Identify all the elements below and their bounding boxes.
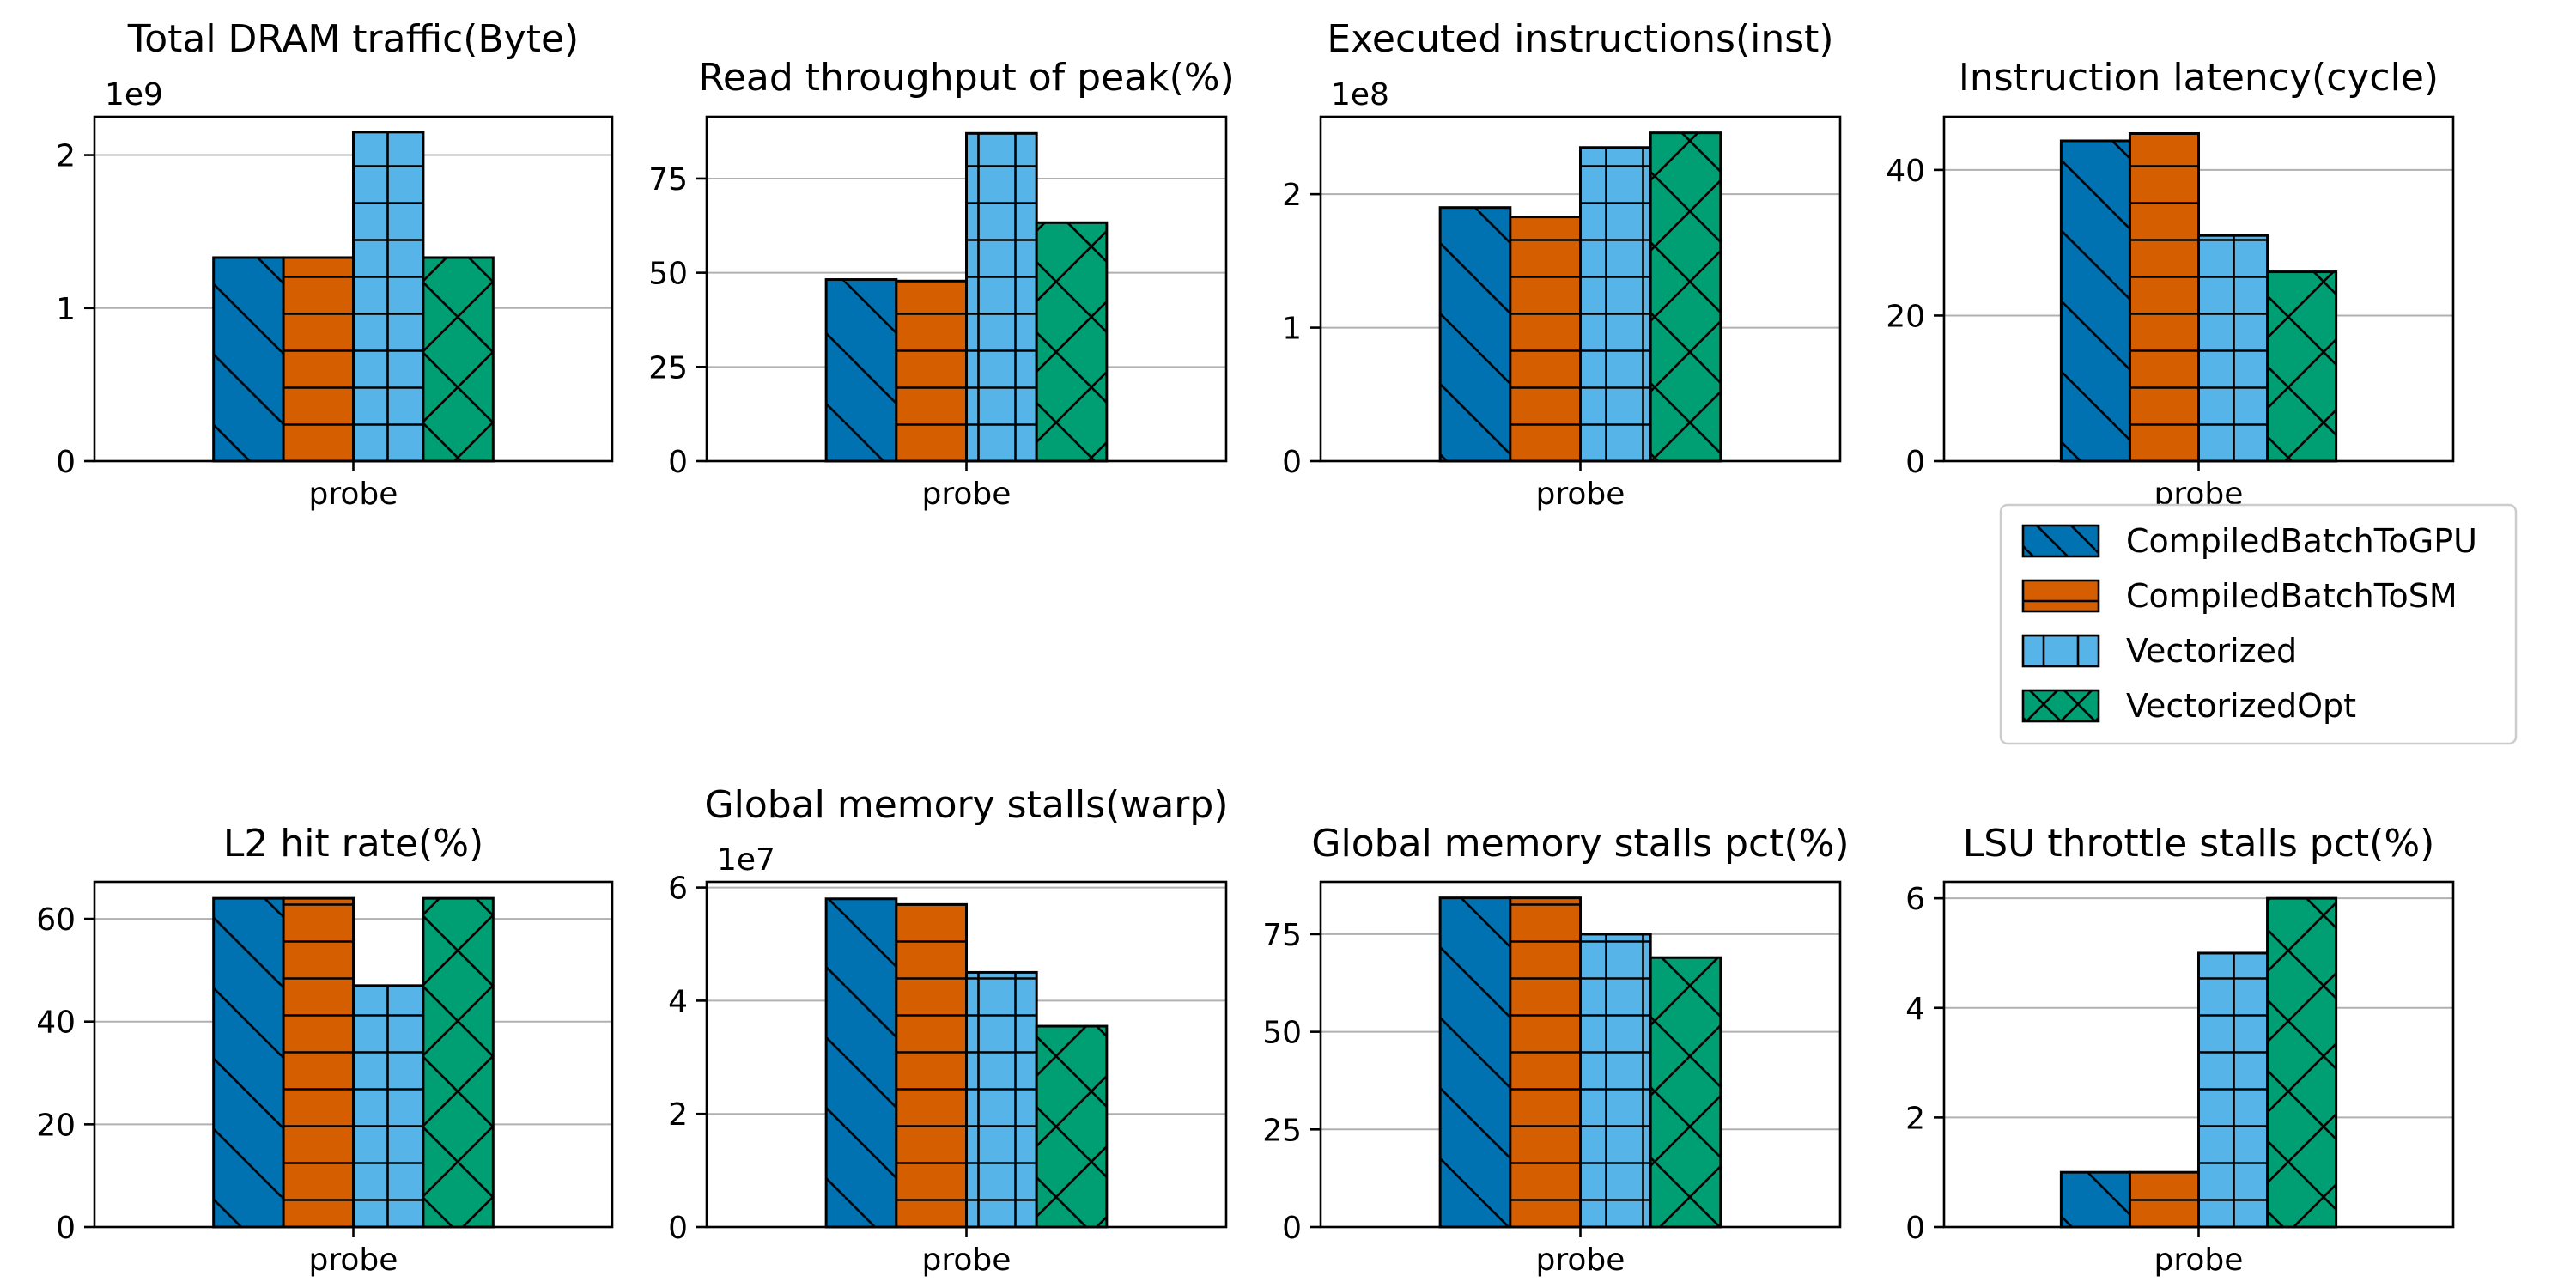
bar-vectorizedopt xyxy=(2266,270,2338,463)
bar-compiledbatchtogpu xyxy=(824,278,898,463)
legend-box xyxy=(1999,503,2518,745)
bar-vectorized xyxy=(1579,146,1652,463)
y-tick-label: 0 xyxy=(668,1211,688,1246)
bar-compiledbatchtogpu xyxy=(1438,896,1512,1229)
bar-compiledbatchtogpu xyxy=(1438,206,1512,463)
bar-vectorizedopt xyxy=(422,256,495,463)
chart-title: L2 hit rate(%) xyxy=(223,822,483,866)
bar-compiledbatchtogpu xyxy=(2059,139,2131,463)
bar-vectorized xyxy=(2197,951,2269,1229)
bar-compiledbatchtosm xyxy=(1509,896,1582,1229)
bar-compiledbatchtosm xyxy=(282,256,355,463)
bar-vectorizedopt xyxy=(422,896,495,1229)
y-tick-label: 0 xyxy=(1282,1211,1302,1246)
chart-title: Instruction latency(cycle) xyxy=(1959,56,2439,100)
y-tick-label: 0 xyxy=(1905,445,1925,480)
y-tick-label: 6 xyxy=(1905,882,1925,917)
y-tick-label: 25 xyxy=(1262,1113,1302,1148)
x-tick-label: probe xyxy=(922,477,1012,512)
bar-vectorizedopt xyxy=(1035,221,1109,463)
chart-panel-executed-instructions-inst: 0 1 2 probe 1e8 Executed instructions(inst) xyxy=(1282,17,1842,512)
chart-title: LSU throttle stalls pct(%) xyxy=(1963,822,2435,866)
y-tick-label: 1 xyxy=(1282,312,1302,347)
bar-vectorized xyxy=(1579,933,1652,1229)
chart-panel-global-memory-stalls-warp: 0 2 4 6 probe 1e7 Global memory stalls(warp) xyxy=(668,783,1228,1278)
chart-title: Global memory stalls pct(%) xyxy=(1311,822,1849,866)
y-tick-label: 2 xyxy=(1282,178,1302,213)
legend: CompiledBatchToGPU CompiledBatchToSM Vecto… xyxy=(1999,503,2518,745)
chart-title: Total DRAM traffic(Byte) xyxy=(127,17,579,61)
y-tick-label: 0 xyxy=(56,445,76,480)
chart-title: Global memory stalls(warp) xyxy=(705,783,1229,827)
legend-swatch-vectorized xyxy=(2021,634,2100,668)
bar-compiledbatchtosm xyxy=(2128,131,2201,463)
bar-compiledbatchtogpu xyxy=(2059,1170,2131,1229)
bar-vectorized xyxy=(352,984,425,1229)
chart-panel-l2-hit-rate: 0 20 40 60 probe L2 hit rate(%) xyxy=(36,822,614,1278)
bar-compiledbatchtogpu xyxy=(824,897,898,1229)
x-tick-label: probe xyxy=(1536,1242,1625,1278)
bar-compiledbatchtogpu xyxy=(212,896,285,1229)
bar-vectorizedopt xyxy=(1649,956,1722,1229)
x-tick-label: probe xyxy=(2154,1242,2244,1278)
chart-title: Executed instructions(inst) xyxy=(1327,17,1833,61)
legend-label-vectorized: Vectorized xyxy=(2126,632,2297,670)
y-tick-label: 0 xyxy=(1282,445,1302,480)
legend-swatch-compiledbatchtosm xyxy=(2021,579,2100,613)
y-tick-label: 0 xyxy=(668,445,688,480)
chart-title: Read throughput of peak(%) xyxy=(698,56,1234,100)
y-tick-label: 2 xyxy=(668,1097,688,1133)
y-tick-label: 4 xyxy=(668,984,688,1019)
chart-panel-read-throughput-of-peak: 0 25 50 75 probe Read throughput of peak(%) xyxy=(648,56,1235,512)
bar-vectorized xyxy=(352,131,425,463)
y-tick-label: 40 xyxy=(36,1005,76,1041)
y-tick-label: 6 xyxy=(668,872,688,907)
legend-swatch-vectorizedopt xyxy=(2021,689,2100,723)
y-tick-label: 4 xyxy=(1905,992,1925,1027)
x-tick-label: probe xyxy=(1536,477,1625,512)
bar-compiledbatchtosm xyxy=(1509,216,1582,463)
y-tick-label: 40 xyxy=(1886,154,1925,189)
chart-panel-lsu-throttle-stalls-pct: 0 2 4 6 probe LSU throttle stalls pct(%) xyxy=(1905,822,2455,1278)
bar-vectorizedopt xyxy=(1649,131,1722,463)
legend-label-vectorizedopt: VectorizedOpt xyxy=(2126,687,2356,725)
bar-compiledbatchtosm xyxy=(895,279,968,463)
bar-vectorizedopt xyxy=(1035,1024,1109,1229)
y-tick-label: 20 xyxy=(1886,299,1925,334)
chart-panel-global-memory-stalls-pct: 0 25 50 75 probe Global memory stalls pct(%) xyxy=(1262,822,1849,1278)
bar-vectorized xyxy=(965,131,1038,463)
y-tick-label: 50 xyxy=(1262,1016,1302,1051)
axis-offset-label: 1e9 xyxy=(105,77,163,112)
bar-vectorized xyxy=(2197,234,2269,463)
y-tick-label: 0 xyxy=(56,1211,76,1246)
y-tick-label: 25 xyxy=(648,350,688,386)
y-tick-label: 20 xyxy=(36,1108,76,1143)
y-tick-label: 50 xyxy=(648,257,688,292)
bar-compiledbatchtogpu xyxy=(212,256,285,463)
panels: 0 1 2 probe 1e9 Total DRAM traffic(Byte) 0 25 50… xyxy=(36,17,2455,1278)
bar-compiledbatchtosm xyxy=(895,902,968,1229)
y-tick-label: 75 xyxy=(1262,918,1302,953)
y-tick-label: 75 xyxy=(648,162,688,197)
bar-compiledbatchtosm xyxy=(2128,1170,2201,1229)
bar-vectorizedopt xyxy=(2266,896,2338,1229)
y-tick-label: 0 xyxy=(1905,1211,1925,1246)
y-tick-label: 1 xyxy=(56,292,76,327)
y-tick-label: 2 xyxy=(1905,1101,1925,1136)
x-tick-label: probe xyxy=(922,1242,1012,1278)
bar-vectorized xyxy=(965,970,1038,1229)
axis-offset-label: 1e8 xyxy=(1331,77,1389,112)
axis-offset-label: 1e7 xyxy=(717,842,775,878)
legend-label-compiledbatchtosm: CompiledBatchToSM xyxy=(2126,577,2458,615)
x-tick-label: probe xyxy=(309,477,398,512)
bar-compiledbatchtosm xyxy=(282,896,355,1229)
y-tick-label: 60 xyxy=(36,902,76,938)
legend-label-compiledbatchtogpu: CompiledBatchToGPU xyxy=(2126,522,2477,560)
y-tick-label: 2 xyxy=(56,139,76,174)
legend-swatch-compiledbatchtogpu xyxy=(2021,524,2100,558)
chart-panel-total-dram-traffic-byte: 0 1 2 probe 1e9 Total DRAM traffic(Byte) xyxy=(56,17,614,512)
x-tick-label: probe xyxy=(309,1242,398,1278)
